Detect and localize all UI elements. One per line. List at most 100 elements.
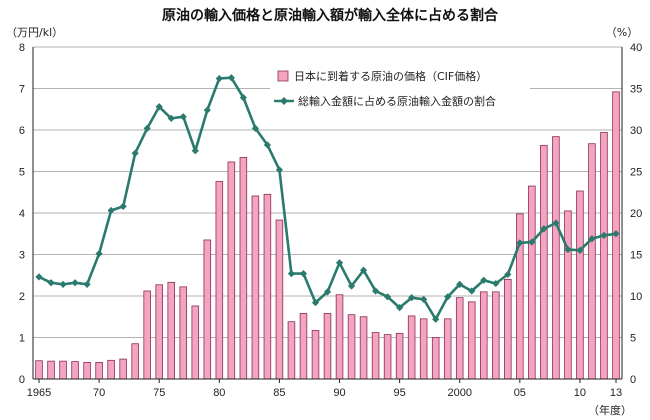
share-point [59, 280, 67, 288]
price-bar [564, 210, 572, 380]
x-tick-label: 10 [574, 387, 586, 399]
price-bar [479, 291, 488, 380]
y-left-tick-label: 5 [19, 167, 25, 179]
price-bar [455, 297, 464, 380]
y-right-tick-label: 20 [630, 208, 642, 220]
y-right-tick-label: 30 [630, 125, 642, 137]
price-bar [35, 360, 43, 380]
price-bar [227, 161, 236, 380]
price-bar [528, 185, 536, 380]
price-bar [191, 305, 200, 380]
share-point [203, 106, 211, 114]
legend-box [270, 62, 530, 114]
share-point [396, 304, 404, 312]
price-bar [203, 239, 212, 380]
share-point [456, 280, 464, 288]
legend-line-label: 総輸入金額に占める原油輸入金額の割合 [298, 94, 496, 108]
y-right-tick-label: 5 [630, 333, 636, 345]
price-bar [600, 132, 608, 380]
share-point [528, 238, 536, 246]
price-bar [516, 213, 524, 380]
y-right-tick-label: 40 [630, 42, 642, 54]
price-bar [71, 361, 79, 380]
price-bar [47, 360, 55, 380]
price-bar [395, 332, 404, 380]
price-bar [443, 318, 452, 380]
share-point [263, 141, 271, 149]
share-point [420, 295, 428, 303]
share-point [552, 219, 560, 227]
price-bar [263, 193, 272, 380]
y-right-tick-label: 25 [630, 167, 642, 179]
y-left-tick-label: 0 [19, 374, 25, 386]
y-left-tick-label: 1 [19, 333, 25, 345]
y-right-tick-label: 0 [630, 374, 636, 386]
x-tick-label: 1965 [27, 387, 51, 399]
x-tick-label: 90 [333, 387, 345, 399]
price-bar [59, 360, 67, 380]
share-point [335, 259, 344, 267]
share-point [347, 282, 356, 290]
share-point [359, 266, 368, 274]
share-point [35, 273, 43, 281]
y-left-tick-label: 7 [19, 84, 25, 96]
price-bar [431, 337, 440, 380]
price-bar [588, 143, 596, 380]
share-point [600, 231, 608, 240]
x-unit: （年度） [588, 403, 632, 417]
share-point [227, 74, 235, 82]
y-left-tick-label: 8 [19, 42, 25, 54]
share-point [131, 149, 139, 157]
share-point [251, 124, 259, 132]
legend-bar-swatch [277, 70, 289, 82]
x-tick-label: 05 [514, 387, 526, 399]
share-point [95, 250, 103, 258]
share-point [444, 293, 452, 301]
share-point [576, 246, 584, 254]
x-tick-label: 13 [610, 387, 622, 399]
price-bar [275, 219, 284, 380]
price-bar [371, 332, 380, 380]
y-right-ticks: 0 5 10 15 20 25 30 35 40 [630, 42, 642, 386]
price-bar [492, 291, 500, 380]
x-tick-label: 70 [93, 387, 105, 399]
price-bar [143, 290, 151, 380]
y-right-unit: （%） [606, 26, 638, 39]
share-point [275, 166, 284, 174]
y-left-unit: （万円/kl） [6, 26, 63, 39]
share-point [612, 230, 620, 238]
share-point [215, 74, 223, 83]
bar-series [35, 91, 620, 380]
share-point [323, 288, 332, 296]
share-point [516, 239, 524, 247]
price-bar [504, 278, 512, 380]
x-tick-label: 75 [153, 387, 165, 399]
share-point [155, 103, 163, 111]
price-bar [131, 343, 139, 380]
y-left-tick-label: 4 [19, 208, 25, 220]
legend: 日本に到着する原油の価格（CIF価格） 総輸入金額に占める原油輸入金額の割合 [270, 62, 530, 114]
share-point [143, 124, 151, 132]
share-point [119, 202, 127, 210]
x-tick-label: 2000 [447, 387, 471, 399]
x-ticks: 1965 70 75 80 85 90 95 2000 05 10 13 [27, 379, 622, 399]
price-bar [299, 313, 308, 380]
share-point [564, 245, 572, 254]
line-series [35, 74, 620, 323]
price-bar [383, 334, 392, 380]
share-point [432, 315, 440, 323]
y-right-tick-label: 15 [630, 250, 642, 262]
price-bar [251, 195, 260, 380]
price-bar [552, 136, 560, 380]
chart-title: 原油の輸入価格と原油輸入額が輸入全体に占める割合 [162, 7, 499, 24]
axes [32, 47, 623, 380]
price-bar [347, 314, 356, 380]
share-point [71, 279, 79, 287]
y-right-tick-label: 10 [630, 291, 642, 303]
x-tick-label: 80 [213, 387, 225, 399]
price-bar [83, 361, 91, 380]
share-point [384, 293, 392, 301]
price-bar [287, 321, 296, 380]
price-bar [419, 318, 428, 380]
